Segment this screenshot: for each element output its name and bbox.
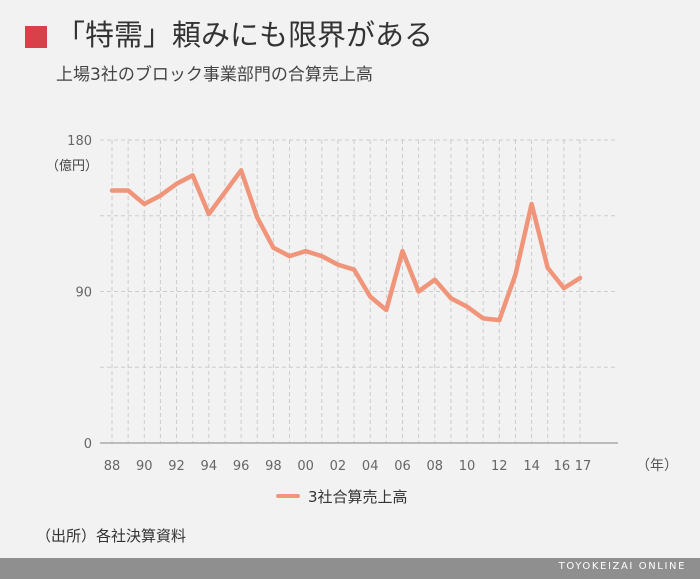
- y-tick-label: 0: [84, 437, 92, 452]
- x-tick-label: 00: [297, 459, 314, 474]
- title-marker-icon: [25, 26, 47, 48]
- x-tick-label: 02: [330, 459, 347, 474]
- legend: 3社合算売上高: [276, 486, 408, 506]
- x-tick-label: 94: [201, 459, 218, 474]
- series-line: [109, 168, 583, 323]
- chart-title: 「特需」頼みにも限界がある: [56, 18, 434, 52]
- source-note: （出所）各社決算資料: [36, 527, 187, 545]
- y-tick-label: 180: [67, 134, 92, 149]
- x-tick-label: 14: [523, 459, 540, 474]
- x-tick-label: 96: [233, 459, 250, 474]
- legend-label: 3社合算売上高: [308, 487, 408, 506]
- x-tick-label: 92: [168, 459, 185, 474]
- x-tick-label: 90: [136, 459, 153, 474]
- tick-labels: 0 90 180 88 90 92 94 96 98 00 02 04 06 08 10 12 14 16 17: [67, 134, 591, 474]
- x-tick-label: 16: [554, 459, 571, 474]
- x-tick-label: 04: [362, 459, 379, 474]
- grid: [100, 139, 618, 444]
- x-tick-label: 08: [426, 459, 443, 474]
- x-tick-label: 12: [491, 459, 508, 474]
- footer-bar: TOYOKEIZAI ONLINE: [0, 558, 700, 579]
- footer-brand: TOYOKEIZAI ONLINE: [558, 561, 686, 572]
- y-tick-label: 90: [75, 286, 92, 301]
- x-tick-label: 10: [459, 459, 476, 474]
- x-axis-unit: （年）: [636, 458, 678, 474]
- series-layer: [109, 168, 583, 323]
- x-tick-label: 88: [104, 459, 121, 474]
- chart-subtitle: 上場3社のブロック事業部門の合算売上高: [56, 65, 373, 85]
- x-tick-label: 06: [394, 459, 411, 474]
- x-tick-label: 17: [575, 459, 592, 474]
- legend-swatch: [276, 494, 300, 498]
- x-tick-label: 98: [265, 459, 282, 474]
- y-axis-unit: （億円）: [46, 159, 99, 174]
